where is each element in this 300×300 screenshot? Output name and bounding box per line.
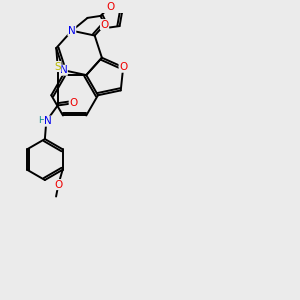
- Text: N: N: [68, 26, 76, 36]
- Text: S: S: [54, 61, 61, 71]
- Text: O: O: [54, 180, 62, 190]
- Text: O: O: [106, 2, 114, 12]
- Text: N: N: [60, 65, 67, 75]
- Text: N: N: [44, 116, 52, 126]
- Text: O: O: [100, 20, 109, 29]
- Text: H: H: [38, 116, 45, 125]
- Text: O: O: [119, 62, 127, 72]
- Text: O: O: [69, 98, 77, 108]
